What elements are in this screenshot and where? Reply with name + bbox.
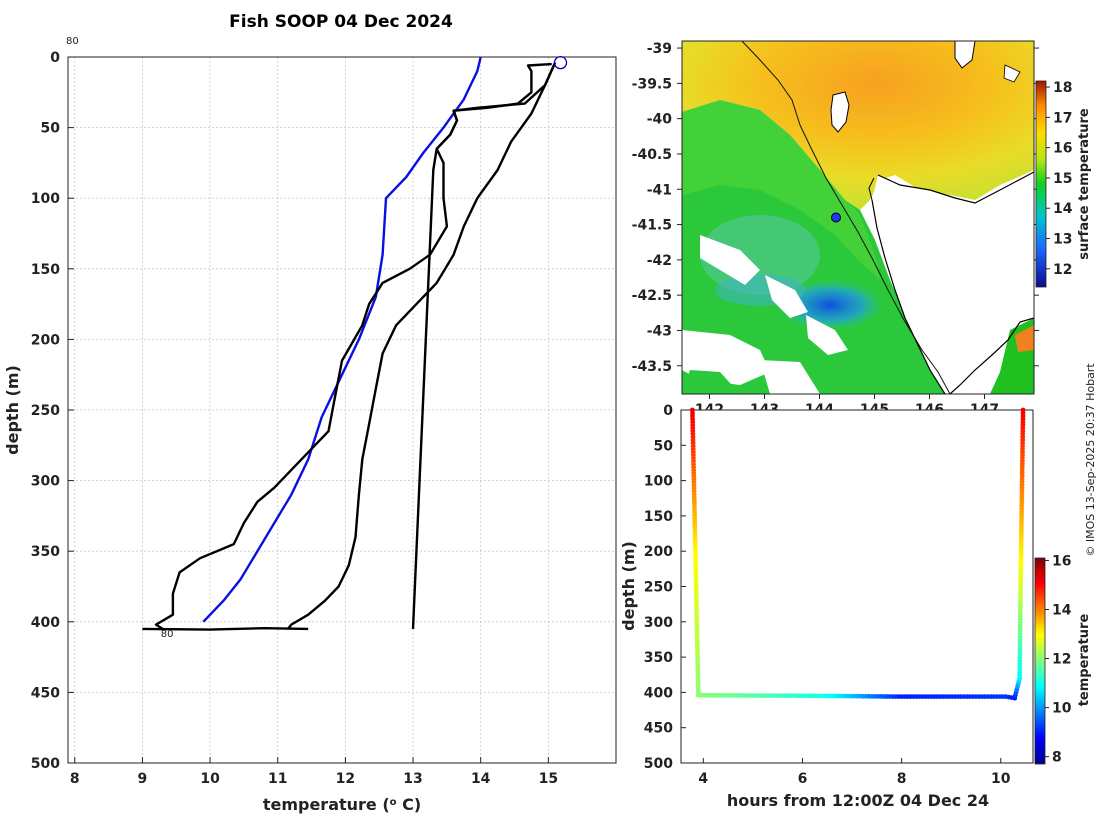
profile-xtick-label: 14 — [471, 771, 491, 787]
sst-colorbar-ticks: 12 13 14 15 16 17 18 — [1046, 80, 1073, 278]
depth-time-panel: 0 50 100 150 200 250 300 350 400 450 500 4 6 8 10 hour… — [619, 403, 1092, 810]
temperature-colorbar-tick-label: 16 — [1052, 553, 1071, 569]
annotation-bottom: 80 — [161, 629, 174, 640]
sst-colorbar-tick-label: 13 — [1053, 232, 1072, 248]
map-ytick-label: -39 — [647, 41, 672, 57]
profile-ylabel: depth (m) — [3, 365, 22, 455]
depth-time-ytick-label: 400 — [644, 685, 673, 701]
depth-time-ytick-label: 100 — [644, 474, 673, 490]
temperature-colorbar-tick-label: 10 — [1052, 701, 1072, 717]
map-ytick-label: -42.5 — [632, 288, 672, 304]
depth-time-ytick-label: 50 — [654, 438, 674, 454]
profile-ytick-label: 450 — [31, 685, 60, 701]
depth-time-ytick-label: 0 — [663, 403, 673, 419]
temperature-colorbar-ticks: 8 10 12 14 16 — [1045, 553, 1072, 766]
sst-colorbar-tick-label: 16 — [1053, 141, 1072, 157]
sst-colorbar-tick-label: 12 — [1053, 262, 1072, 278]
depth-time-ytick-label: 350 — [644, 650, 673, 666]
depth-time-xtick-label: 8 — [897, 771, 907, 787]
profile-xtick-label: 11 — [268, 771, 287, 787]
map-ytick-label: -41.5 — [632, 218, 672, 234]
depth-time-ytick-label: 300 — [644, 615, 673, 631]
profile-series-line-1 — [286, 62, 557, 630]
temperature-colorbar-tick-label: 8 — [1052, 750, 1062, 766]
depth-time-xlabel: hours from 12:00Z 04 Dec 24 — [727, 791, 989, 810]
map-ytick-label: -40.5 — [632, 147, 672, 163]
temperature-colorbar-tick-label: 14 — [1052, 603, 1072, 619]
profile-ytick-label: 0 — [50, 50, 60, 66]
temperature-colorbar-label: temperature — [1077, 614, 1092, 707]
sst-colorbar-tick-label: 17 — [1053, 110, 1072, 126]
credit-text: © IMOS 13-Sep-2025 20:37 Hobart — [1084, 363, 1097, 557]
depth-time-track — [690, 407, 1026, 701]
depth-time-xtick-label: 6 — [798, 771, 808, 787]
depth-time-ytick-label: 200 — [644, 544, 673, 560]
sst-map-panel: -39 -39.5 -40 -40.5 -41 -41.5 -42 -42.5 -43 -43.5… — [632, 40, 1092, 418]
profile-panel: 8 9 10 11 12 13 14 1505010015020025030035040045… — [3, 36, 617, 814]
profile-ytick-label: 100 — [31, 191, 60, 207]
profile-xlabel: temperature (o C) — [263, 795, 421, 814]
profile-grid — [68, 56, 616, 764]
map-ytick-label: -43 — [647, 323, 672, 339]
sst-colorbar-tick-label: 14 — [1053, 201, 1073, 217]
sst-map-image — [682, 41, 1034, 394]
profile-ytick-label: 250 — [31, 403, 60, 419]
current-position-marker — [553, 55, 568, 70]
depth-time-axes-box — [680, 409, 1034, 764]
profile-ytick-label: 150 — [31, 262, 60, 278]
profile-xtick-label: 13 — [403, 771, 422, 787]
map-ytick-label: -41 — [647, 182, 672, 198]
profile-xtick-label: 8 — [70, 771, 80, 787]
sst-colorbar-tick-label: 15 — [1053, 171, 1072, 187]
sst-colorbar-tick-label: 18 — [1053, 80, 1072, 96]
depth-time-xtick-label: 4 — [698, 771, 708, 787]
profile-ytick-label: 50 — [41, 121, 61, 137]
depth-time-ytick-label: 450 — [644, 721, 673, 737]
depth-time-ytick-label: 500 — [644, 756, 673, 772]
profile-series-line-4 — [142, 627, 309, 631]
profile-ytick-label: 500 — [31, 756, 60, 772]
temperature-colorbar — [1034, 557, 1046, 765]
profile-ytick-label: 350 — [31, 544, 60, 560]
profile-xtick-label: 15 — [539, 771, 558, 787]
profile-series-line-3 — [411, 62, 552, 629]
map-ytick-label: -42 — [647, 253, 672, 269]
ship-position-marker — [831, 212, 841, 223]
depth-time-ylabel: depth (m) — [619, 541, 638, 631]
profile-xtick-label: 12 — [336, 771, 355, 787]
annotation-top: 80 — [66, 36, 79, 47]
profile-ytick-label: 400 — [31, 615, 60, 631]
profile-xtick-label: 9 — [138, 771, 148, 787]
depth-time-xtick-label: 10 — [991, 771, 1011, 787]
map-ytick-label: -39.5 — [632, 76, 672, 92]
sst-colorbar — [1035, 80, 1047, 288]
profile-ticks: 8 9 10 11 12 13 14 1505010015020025030035040045… — [31, 50, 558, 787]
profile-xtick-label: 10 — [200, 771, 220, 787]
profile-series — [142, 56, 557, 631]
map-ytick-label: -43.5 — [632, 359, 672, 375]
sst-colorbar-label: surface temperature — [1077, 108, 1092, 260]
depth-time-ytick-label: 150 — [644, 509, 673, 525]
depth-time-ytick-label: 250 — [644, 580, 673, 596]
temperature-colorbar-tick-label: 12 — [1052, 652, 1071, 668]
profile-series-line-0 — [202, 56, 482, 623]
depth-time-ticks: 0 50 100 150 200 250 300 350 400 450 500 4 6 8 10 — [644, 403, 1011, 787]
profile-ytick-label: 200 — [31, 332, 60, 348]
map-ytick-label: -40 — [647, 112, 673, 128]
depth-time-point-ascent — [1020, 407, 1026, 413]
profile-ytick-label: 300 — [31, 474, 60, 490]
map-axes-box — [681, 40, 1035, 395]
figure-title: Fish SOOP 04 Dec 2024 — [229, 12, 453, 32]
